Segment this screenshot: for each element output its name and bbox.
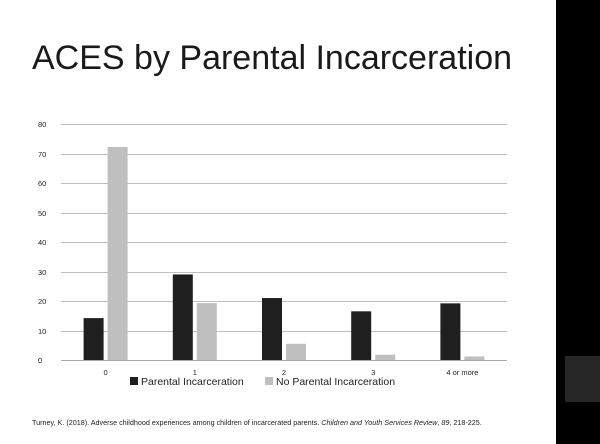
bar-no-parental-incarceration-0 xyxy=(107,147,128,360)
bars xyxy=(83,147,485,360)
citation-pages: , 218-225. xyxy=(449,418,482,427)
bar-parental-incarceration-2 xyxy=(262,298,282,360)
bar-parental-incarceration-0 xyxy=(83,318,104,360)
bar-no-parental-incarceration-4 xyxy=(464,356,485,360)
gridlines xyxy=(61,124,507,361)
citation-journal: Children and Youth Services Review xyxy=(321,418,438,427)
x-axis-tick-labels: 0 1 2 3 4 or more xyxy=(104,368,479,377)
y-axis-tick-labels: 0 10 20 30 40 50 60 70 80 xyxy=(38,120,46,365)
x-tick-label: 3 xyxy=(371,368,375,377)
legend-label: No Parental Incarceration xyxy=(276,376,395,388)
y-tick-label: 40 xyxy=(38,238,46,247)
citation: Turney, K. (2018). Adverse childhood exp… xyxy=(32,418,532,427)
legend: Parental Incarceration No Parental Incarc… xyxy=(130,376,395,388)
legend-label: Parental Incarceration xyxy=(141,376,244,388)
y-tick-label: 30 xyxy=(38,268,46,277)
side-panel-thumbnail xyxy=(565,356,600,402)
y-tick-label: 80 xyxy=(38,120,46,129)
bar-parental-incarceration-1 xyxy=(172,274,193,360)
x-tick-label: 2 xyxy=(282,368,286,377)
y-tick-label: 0 xyxy=(38,356,42,365)
y-tick-label: 60 xyxy=(38,179,46,188)
bar-no-parental-incarceration-3 xyxy=(375,354,396,360)
y-tick-label: 20 xyxy=(38,297,46,306)
y-tick-label: 50 xyxy=(38,209,46,218)
bar-no-parental-incarceration-1 xyxy=(196,303,217,360)
y-tick-label: 70 xyxy=(38,150,46,159)
legend-swatch xyxy=(130,377,138,385)
bar-chart: 0 10 20 30 40 50 60 70 80 0 1 2 3 4 or more Parental… xyxy=(38,120,507,388)
x-tick-label: 4 or more xyxy=(446,368,478,377)
bar-parental-incarceration-4 xyxy=(440,303,461,360)
x-tick-label: 0 xyxy=(104,368,108,377)
citation-separator: , xyxy=(437,418,442,427)
bar-parental-incarceration-3 xyxy=(351,311,372,360)
slide: ACES by Parental Incarceration 0 10 20 30 40… xyxy=(0,0,556,444)
x-tick-label: 1 xyxy=(193,368,197,377)
y-tick-label: 10 xyxy=(38,327,46,336)
legend-swatch xyxy=(265,377,273,385)
citation-volume: 89 xyxy=(441,418,450,427)
citation-authors-title: Turney, K. (2018). Adverse childhood exp… xyxy=(32,418,322,427)
bar-no-parental-incarceration-2 xyxy=(286,343,306,360)
slide-title: ACES by Parental Incarceration xyxy=(32,39,513,77)
